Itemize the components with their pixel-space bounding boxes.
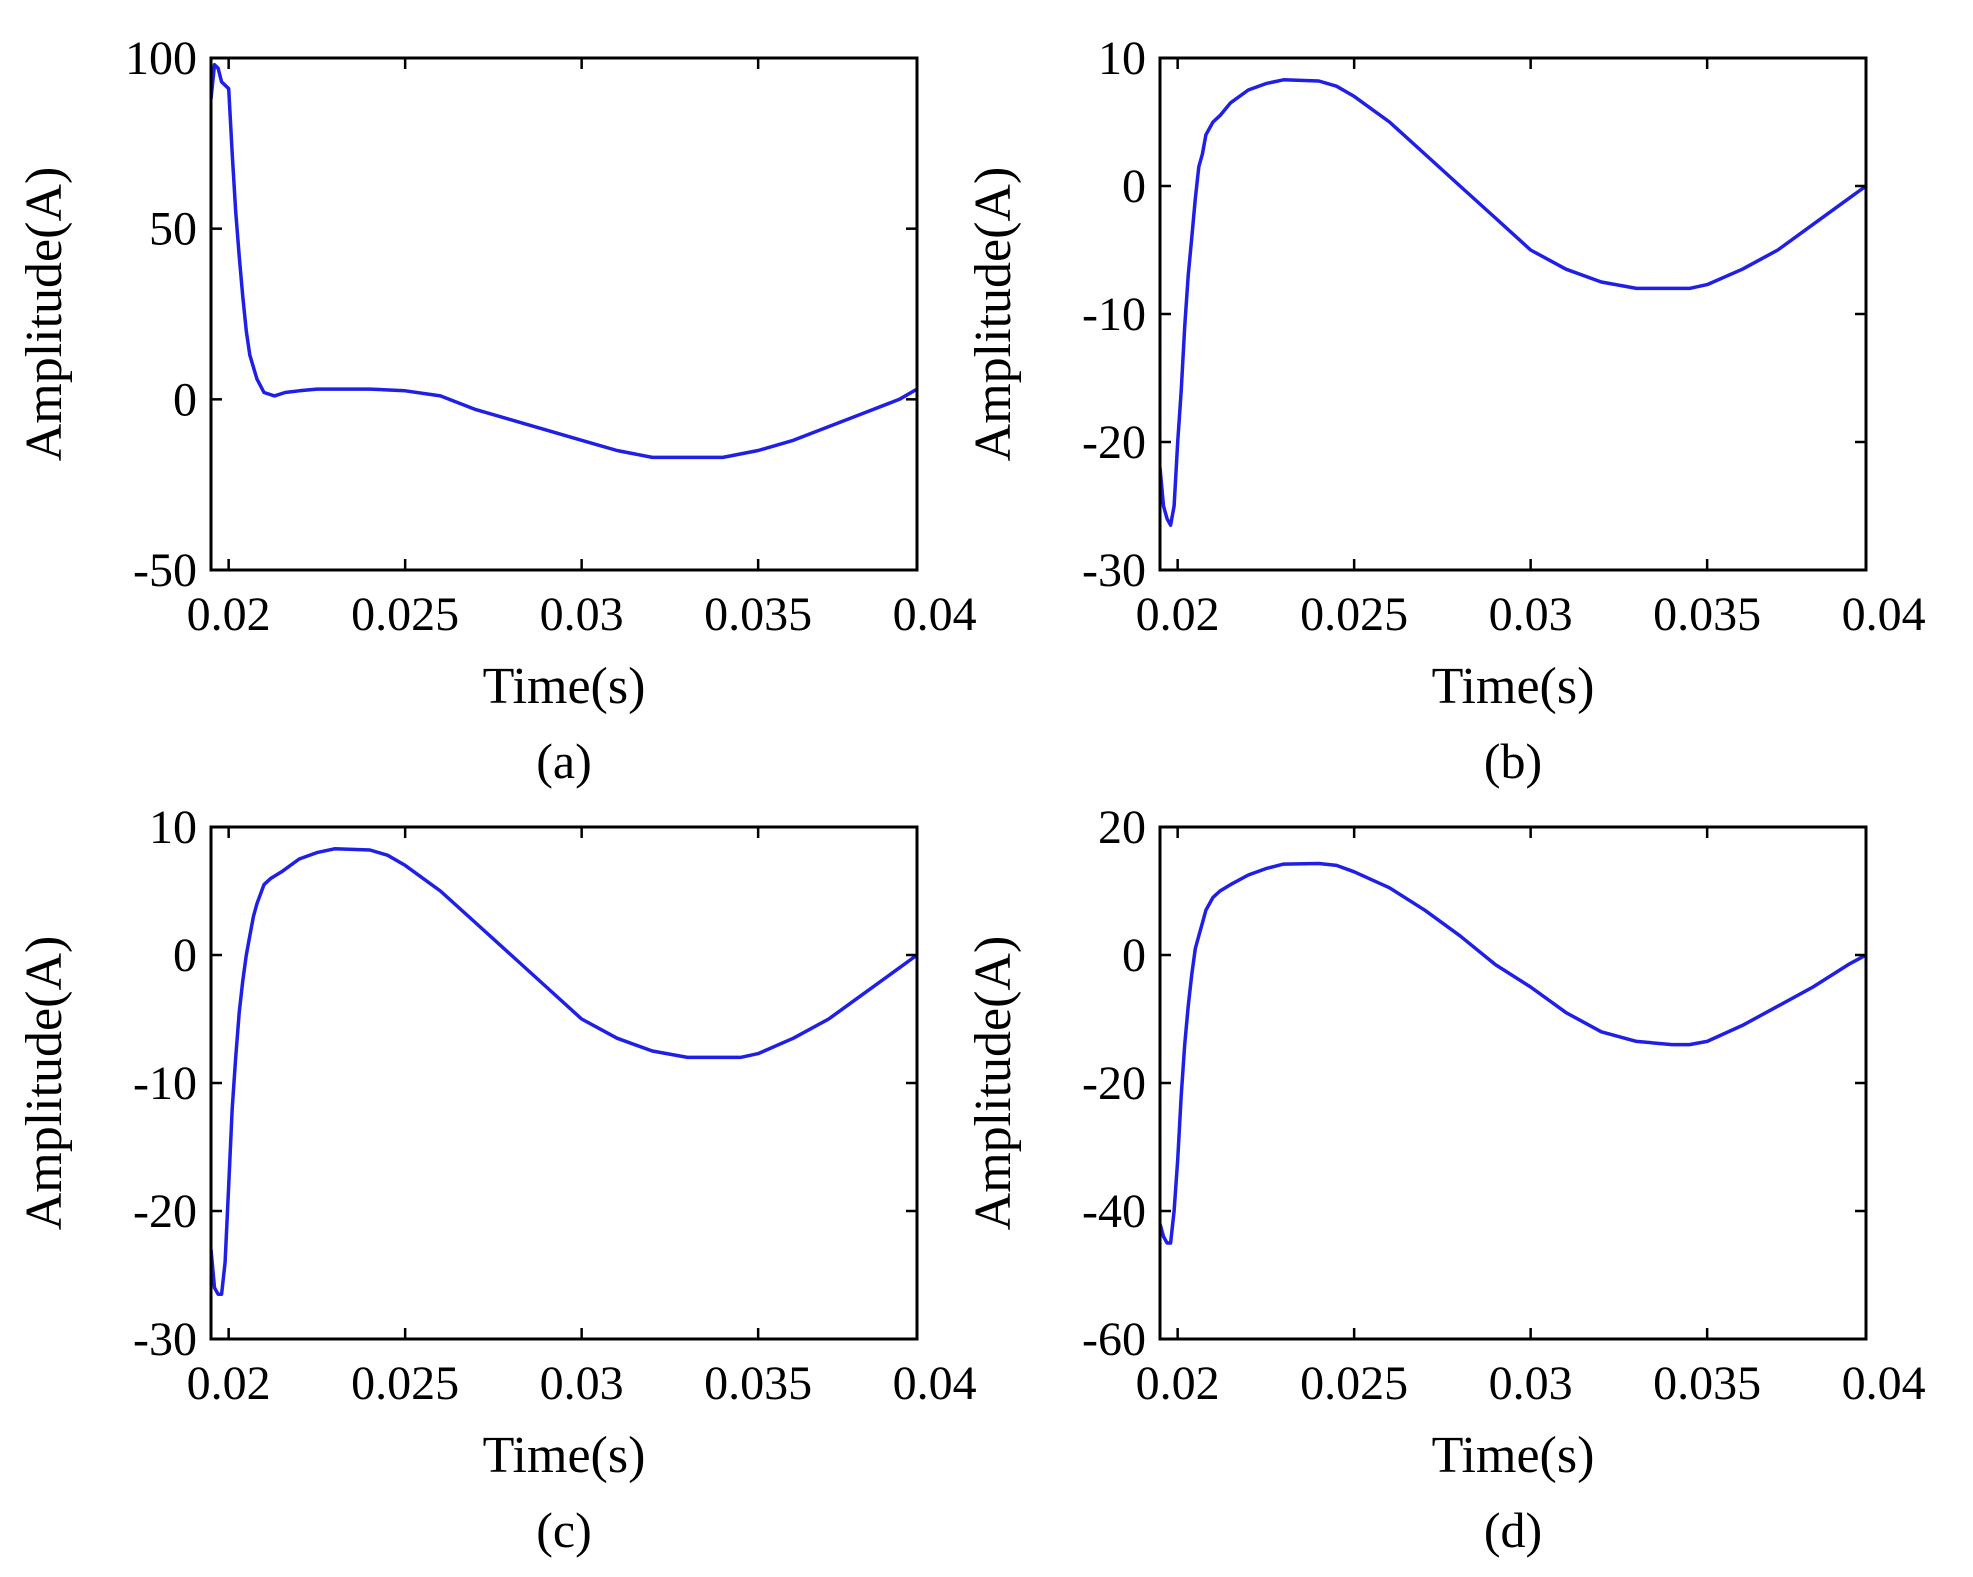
chart-a-xlabel: Time(s) — [483, 658, 646, 715]
chart-c-ytick-label: -20 — [133, 1185, 197, 1238]
chart-d-xtick-label: 0.025 — [1300, 1357, 1408, 1410]
chart-d-series-line — [1160, 861, 1866, 1245]
chart-b-xtick-label: 0.03 — [1489, 588, 1573, 641]
chart-d-ytick-label: -40 — [1082, 1185, 1146, 1238]
chart-d-ylabel: Amplitude(A) — [965, 936, 1022, 1231]
chart-d-xtick-label: 0.035 — [1653, 1357, 1761, 1410]
chart-c-caption: (c) — [536, 1502, 592, 1558]
chart-a-xtick-label: 0.035 — [704, 588, 812, 641]
chart-a-xtick-label: 0.02 — [187, 588, 271, 641]
chart-c-ytick-label: 0 — [173, 929, 197, 982]
chart-d-ytick-label: -60 — [1082, 1313, 1146, 1366]
chart-d-ytick-label: -20 — [1082, 1057, 1146, 1110]
chart-b-ytick-label: -10 — [1082, 288, 1146, 341]
chart-a-series-line — [211, 63, 917, 460]
chart-c-xtick-label: 0.025 — [351, 1357, 459, 1410]
chart-d-ytick-label: 0 — [1122, 929, 1146, 982]
chart-c: 0.02 0.025 0.03 0.035 0.04 10 0 -10 -20 -30 Time(s… — [16, 801, 977, 1558]
chart-a: 0.02 0.025 0.03 0.035 0.04 100 50 0 -50 Time(s) Am… — [16, 32, 977, 789]
chart-a-axes-box — [209, 56, 919, 572]
chart-a-caption: (a) — [536, 733, 592, 789]
chart-b: 0.02 0.025 0.03 0.035 0.04 10 0 -10 -20 -30 Time(s… — [965, 32, 1926, 789]
chart-b-xtick-label: 0.02 — [1136, 588, 1220, 641]
chart-d: 0.02 0.025 0.03 0.035 0.04 20 0 -20 -40 -60 Time(s… — [965, 801, 1926, 1558]
chart-b-ylabel: Amplitude(A) — [965, 167, 1022, 462]
chart-b-ytick-label: 0 — [1122, 160, 1146, 213]
chart-c-series-line — [211, 847, 917, 1296]
chart-b-xlabel: Time(s) — [1432, 658, 1595, 715]
chart-d-xtick-label: 0.02 — [1136, 1357, 1220, 1410]
chart-c-ytick-label: 10 — [149, 801, 197, 854]
chart-c-xtick-label: 0.02 — [187, 1357, 271, 1410]
chart-c-ytick-label: -10 — [133, 1057, 197, 1110]
chart-a-xtick-label: 0.04 — [893, 588, 977, 641]
chart-a-ytick-label: 100 — [125, 32, 197, 85]
chart-b-xtick-label: 0.035 — [1653, 588, 1761, 641]
chart-c-ytick-label: -30 — [133, 1313, 197, 1366]
chart-c-xtick-label: 0.04 — [893, 1357, 977, 1410]
chart-b-ytick-label: 10 — [1098, 32, 1146, 85]
chart-d-ytick-label: 20 — [1098, 801, 1146, 854]
chart-d-xtick-label: 0.03 — [1489, 1357, 1573, 1410]
chart-b-ytick-label: -30 — [1082, 544, 1146, 597]
chart-c-xtick-label: 0.03 — [540, 1357, 624, 1410]
chart-a-ytick-label: 0 — [173, 373, 197, 426]
chart-a-xtick-label: 0.025 — [351, 588, 459, 641]
chart-a-ylabel: Amplitude(A) — [16, 167, 73, 462]
chart-b-ytick-label: -20 — [1082, 416, 1146, 469]
chart-d-xlabel: Time(s) — [1432, 1427, 1595, 1484]
chart-b-caption: (b) — [1484, 733, 1542, 789]
chart-a-xtick-label: 0.03 — [540, 588, 624, 641]
chart-d-xtick-label: 0.04 — [1842, 1357, 1926, 1410]
chart-b-series-line — [1160, 78, 1866, 527]
chart-a-ytick-label: -50 — [133, 544, 197, 597]
chart-a-ytick-label: 50 — [149, 203, 197, 256]
chart-c-ylabel: Amplitude(A) — [16, 936, 73, 1231]
chart-d-caption: (d) — [1484, 1502, 1542, 1558]
chart-c-xlabel: Time(s) — [483, 1427, 646, 1484]
chart-b-xtick-label: 0.025 — [1300, 588, 1408, 641]
chart-b-xtick-label: 0.04 — [1842, 588, 1926, 641]
chart-c-xtick-label: 0.035 — [704, 1357, 812, 1410]
